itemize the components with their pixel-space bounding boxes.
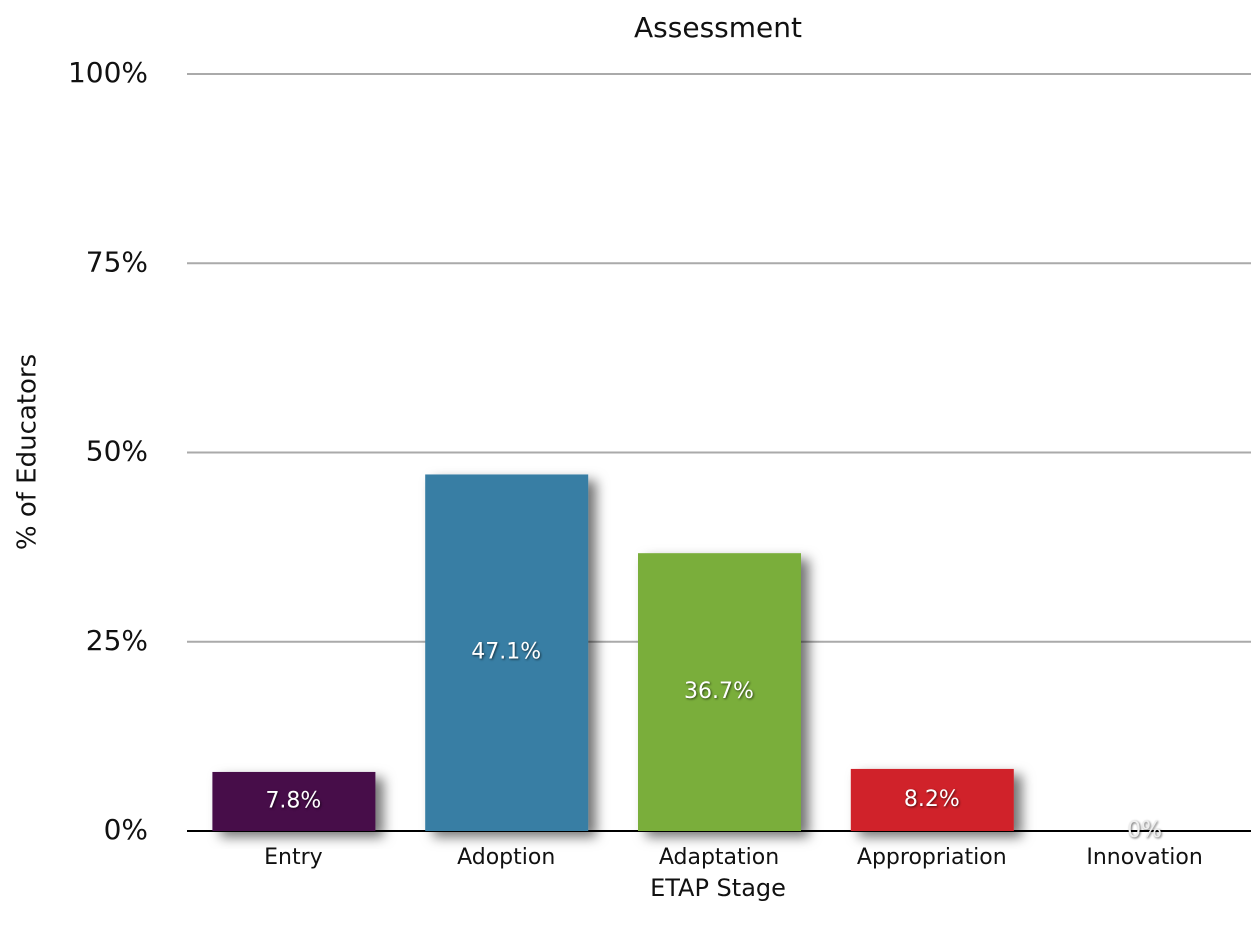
- y-axis-label: % of Educators: [13, 354, 43, 550]
- bar: [638, 553, 801, 831]
- bar: [425, 474, 589, 831]
- y-tick-label: 100%: [68, 56, 148, 89]
- value-label: 36.7%: [684, 679, 754, 704]
- y-tick-label: 0%: [104, 813, 148, 846]
- x-tick-label: Adoption: [457, 845, 555, 870]
- bar: [212, 771, 376, 831]
- value-label: 7.8%: [265, 788, 321, 813]
- x-tick-label: Adaptation: [659, 845, 779, 870]
- bar: [850, 768, 1014, 831]
- value-label: 8.2%: [904, 787, 960, 812]
- x-tick-label: Innovation: [1086, 845, 1202, 870]
- y-tick-label: 25%: [86, 624, 148, 657]
- value-label: 47.1%: [471, 640, 541, 665]
- x-tick-label: Entry: [264, 845, 323, 870]
- y-tick-label: 50%: [86, 435, 148, 468]
- chart-title: Assessment: [634, 11, 802, 44]
- value-label: 0%: [1127, 818, 1162, 843]
- x-tick-label: Appropriation: [857, 845, 1007, 870]
- x-axis-label: ETAP Stage: [650, 874, 786, 902]
- y-tick-label: 75%: [86, 245, 148, 278]
